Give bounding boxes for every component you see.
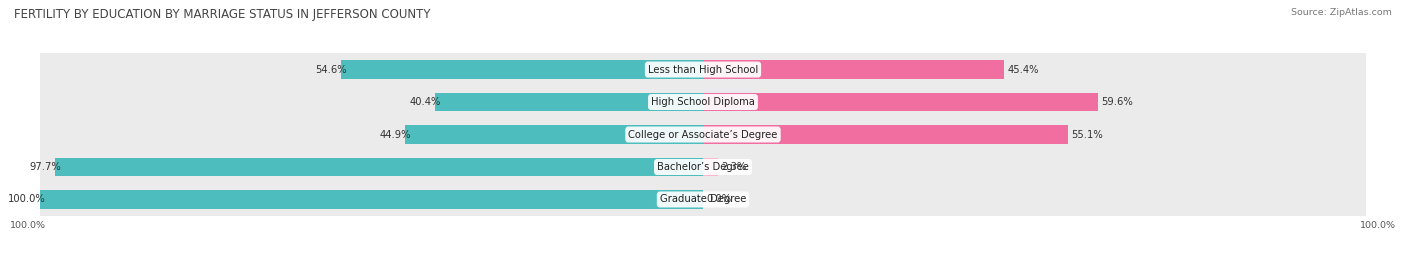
Bar [703,60,1004,79]
Bar [703,158,718,176]
Text: Less than High School: Less than High School [648,65,758,75]
Bar [41,86,1365,118]
Text: FERTILITY BY EDUCATION BY MARRIAGE STATUS IN JEFFERSON COUNTY: FERTILITY BY EDUCATION BY MARRIAGE STATU… [14,8,430,21]
Bar [41,190,703,209]
Text: 45.4%: 45.4% [1007,65,1039,75]
Bar [55,158,703,176]
Bar [41,53,1365,86]
Text: High School Diploma: High School Diploma [651,97,755,107]
Text: Graduate Degree: Graduate Degree [659,194,747,204]
Bar [342,60,703,79]
Bar [41,183,1365,216]
Text: 0.0%: 0.0% [706,194,731,204]
Text: 55.1%: 55.1% [1071,129,1104,140]
Text: 97.7%: 97.7% [30,162,60,172]
Text: 44.9%: 44.9% [380,129,411,140]
Text: College or Associate’s Degree: College or Associate’s Degree [628,129,778,140]
Bar [41,151,1365,183]
Text: 2.3%: 2.3% [721,162,747,172]
Text: 54.6%: 54.6% [315,65,346,75]
Text: 100.0%: 100.0% [10,221,46,229]
Bar [703,125,1069,144]
Text: Bachelor’s Degree: Bachelor’s Degree [657,162,749,172]
Text: Source: ZipAtlas.com: Source: ZipAtlas.com [1291,8,1392,17]
Text: 59.6%: 59.6% [1101,97,1133,107]
Text: 100.0%: 100.0% [7,194,45,204]
Text: 40.4%: 40.4% [409,97,440,107]
Bar [41,118,1365,151]
Bar [436,93,703,111]
Text: 100.0%: 100.0% [1360,221,1396,229]
Bar [703,93,1098,111]
Bar [405,125,703,144]
